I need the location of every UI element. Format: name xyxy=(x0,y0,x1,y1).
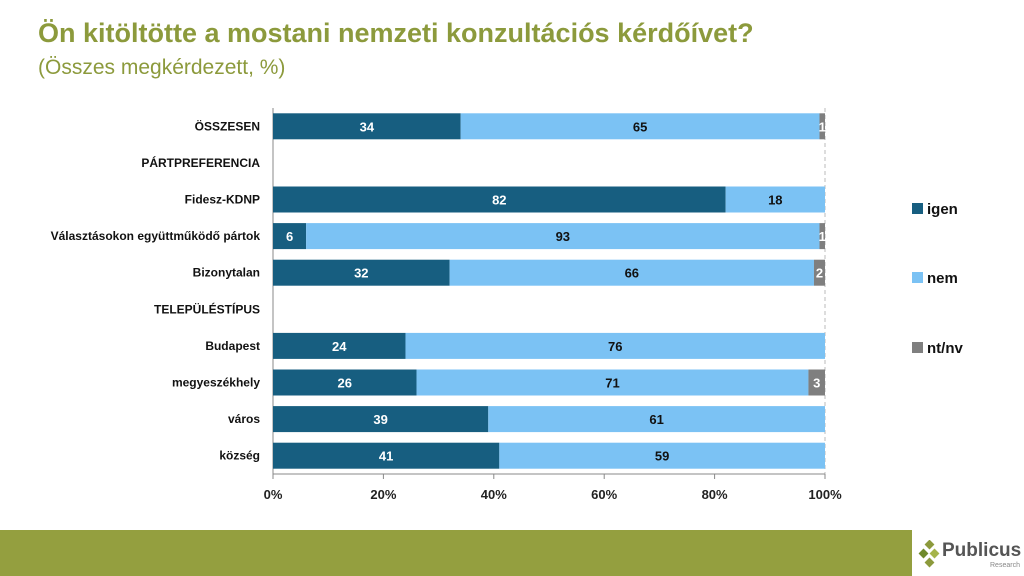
chart-title: Ön kitöltötte a mostani nemzeti konzultá… xyxy=(38,18,754,48)
legend-label: nt/nv xyxy=(927,340,963,357)
data-label: 71 xyxy=(605,376,619,391)
data-label: 32 xyxy=(354,266,368,281)
data-label: 76 xyxy=(608,339,622,354)
legend-label: nem xyxy=(927,270,958,287)
category-label: község xyxy=(219,449,260,463)
bar-igen xyxy=(273,223,307,250)
category-label: város xyxy=(228,412,260,426)
bar-nt-nv xyxy=(819,113,825,140)
legend-label: igen xyxy=(927,201,958,218)
data-label: 18 xyxy=(768,193,782,208)
category-label: Választásokon együttműködő pártok xyxy=(51,229,261,243)
data-label: 93 xyxy=(556,229,570,244)
bar-nem xyxy=(449,259,814,286)
bar-nt-nv xyxy=(813,259,825,286)
data-label: 1 xyxy=(819,229,826,244)
data-label: 41 xyxy=(379,449,393,464)
bar-nem xyxy=(488,406,825,433)
bar-igen xyxy=(273,369,417,396)
x-tick-label: 100% xyxy=(808,487,842,502)
category-label: Budapest xyxy=(205,339,260,353)
x-tick-label: 20% xyxy=(370,487,396,502)
x-tick-label: 60% xyxy=(591,487,617,502)
bar-nem xyxy=(499,442,825,469)
bar-nem xyxy=(405,332,825,359)
publicus-logo: Publicus Research xyxy=(918,538,1024,572)
data-label: 3 xyxy=(813,376,820,391)
footer-bar xyxy=(0,530,912,576)
bar-chart: 0% 20% 40% 60% 80% 100% ÖSSZESEN 34 65 1 PÁRTPREFE… xyxy=(51,108,963,502)
category-label: ÖSSZESEN xyxy=(195,118,260,133)
bar-igen xyxy=(273,259,450,286)
legend-swatch-nem xyxy=(912,272,923,283)
data-label: 6 xyxy=(286,229,293,244)
data-label: 1 xyxy=(819,119,826,134)
category-label: Fidesz-KDNP xyxy=(185,193,260,207)
category-label: TELEPÜLÉSTÍPUS xyxy=(154,301,260,316)
x-tick-label: 80% xyxy=(702,487,728,502)
data-label: 59 xyxy=(655,449,669,464)
legend-swatch-igen xyxy=(912,203,923,214)
data-label: 2 xyxy=(816,266,823,281)
bar-nt-nv xyxy=(819,223,825,250)
bar-igen xyxy=(273,406,489,433)
bar-igen xyxy=(273,186,726,213)
data-label: 65 xyxy=(633,119,647,134)
logo-icon xyxy=(918,540,940,568)
bar-nem xyxy=(460,113,820,140)
bar-nem xyxy=(725,186,825,213)
bar-nem xyxy=(306,223,820,250)
bar-igen xyxy=(273,113,461,140)
bar-igen xyxy=(273,442,500,469)
bar-nem xyxy=(416,369,809,396)
x-tick-label: 40% xyxy=(481,487,507,502)
legend-swatch-nt-nv xyxy=(912,342,923,353)
data-label: 34 xyxy=(360,119,375,134)
data-label: 26 xyxy=(338,376,352,391)
x-tick-label: 0% xyxy=(264,487,283,502)
data-label: 61 xyxy=(649,412,663,427)
data-label: 82 xyxy=(492,193,506,208)
data-label: 24 xyxy=(332,339,347,354)
data-label: 39 xyxy=(373,412,387,427)
category-label: Bizonytalan xyxy=(193,266,260,280)
category-label: PÁRTPREFERENCIA xyxy=(141,155,260,170)
chart-subtitle: (Összes megkérdezett, %) xyxy=(38,56,286,79)
bar-igen xyxy=(273,332,406,359)
category-label: megyeszékhely xyxy=(172,376,260,390)
data-label: 66 xyxy=(625,266,639,281)
bar-nt-nv xyxy=(808,369,825,396)
